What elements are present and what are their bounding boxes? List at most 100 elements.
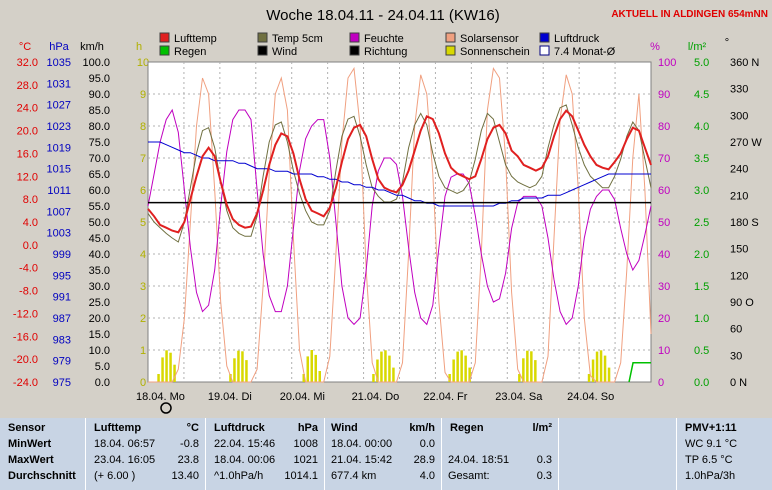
table-col-wind: Wind km/h 18.04. 00:00 0.0 21.04. 15:42 …: [324, 418, 441, 490]
x-axis-label: 23.04. Sa: [495, 391, 543, 403]
x-axis-label: 18.04. Mo: [136, 391, 185, 403]
sunshine-bar: [157, 374, 160, 382]
hours-axis-tick: 3: [140, 281, 146, 293]
header-luftdruck: Luftdruck: [214, 422, 265, 434]
rg-avg-val: 0.3: [536, 470, 552, 482]
table-col-luftdruck: Luftdruck hPa 22.04. 15:46 1008 18.04. 0…: [205, 418, 324, 490]
wind-axis-tick: 80.0: [89, 121, 110, 133]
sunshine-bar: [460, 350, 463, 382]
wind-axis-tick: 45.0: [89, 233, 110, 245]
temp-axis-tick: 16.0: [17, 148, 38, 160]
table-col-pmv: PMV+1:11 WC 9.1 °C TP 6.5 °C 1.0hPa/3h: [676, 418, 772, 490]
sunshine-bar: [530, 351, 533, 382]
humidity-axis-tick: 40: [658, 249, 670, 261]
sunshine-bar: [392, 367, 395, 382]
pmv-row-1: WC 9.1 °C: [685, 438, 738, 450]
sunshine-bar: [591, 359, 595, 382]
lt-avg-val: 13.40: [171, 470, 199, 482]
pressure-axis-tick: 983: [53, 334, 71, 346]
legend-swatch-regen: [159, 45, 170, 56]
rg-max-val: 0.3: [536, 454, 552, 466]
ld-min-time: 22.04. 15:46: [214, 438, 276, 450]
wind-axis-tick: 95.0: [89, 73, 110, 85]
sunshine-bar: [448, 374, 451, 382]
wd-avg-val: 4.0: [419, 470, 435, 482]
legend: Lufttemp Temp 5cm Feuchte Solarsensor Luftdr…: [159, 32, 616, 58]
rain-axis-tick: 5.0: [694, 57, 709, 69]
x-axis-label: 22.04. Fr: [423, 391, 467, 403]
x-axis-label: 24.04. So: [567, 391, 614, 403]
pressure-axis-tick: 987: [53, 313, 71, 325]
sunshine-bar: [384, 350, 387, 382]
header-regen-unit: l/m²: [532, 422, 552, 434]
direction-axis-tick: 180 S: [730, 217, 759, 229]
direction-axis-tick: 60: [730, 324, 742, 336]
legend-label-sonnenschein: Sonnenschein: [460, 46, 530, 58]
ld-max-time: 18.04. 00:06: [214, 454, 276, 466]
hours-axis-unit: h: [136, 41, 142, 53]
temp-axis-tick: 12.0: [17, 171, 38, 183]
pressure-axis-tick: 995: [53, 270, 71, 282]
temp-axis-tick: -16.0: [13, 331, 38, 343]
humidity-axis-tick: 80: [658, 121, 670, 133]
legend-label-solarsensor: Solarsensor: [460, 33, 519, 45]
pressure-axis-tick: 1031: [47, 78, 71, 90]
rain-axis-tick: 1.0: [694, 313, 709, 325]
temp-axis-tick: -20.0: [13, 354, 38, 366]
direction-axis-tick: 90 O: [730, 297, 754, 309]
temp5cm-line: [147, 104, 652, 243]
hours-axis-tick: 7: [140, 153, 146, 165]
lufttemp-line: [147, 109, 652, 234]
wind-axis-tick: 90.0: [89, 89, 110, 101]
humidity-axis-tick: 60: [658, 185, 670, 197]
rain-axis-tick: 2.0: [694, 249, 709, 261]
pressure-axis-tick: 1015: [47, 164, 71, 176]
x-axis-labels: 18.04. Mo 19.04. Di 20.04. Mi 21.04. Do 22.0…: [136, 391, 614, 403]
rg-max-time: 24.04. 18:51: [448, 454, 510, 466]
wind-axis-tick: 5.0: [95, 361, 110, 373]
wd-max-val: 28.9: [413, 454, 435, 466]
x-axis-label: 21.04. Do: [352, 391, 400, 403]
sunshine-bar: [599, 350, 603, 382]
sunshine-bar: [314, 354, 317, 382]
temp-axis-tick: 24.0: [17, 103, 38, 115]
row-label-avg: Durchschnitt: [8, 470, 76, 482]
time-marker[interactable]: [160, 402, 172, 414]
legend-label-lufttemp: Lufttemp: [174, 33, 217, 45]
sunshine-bar: [306, 356, 309, 382]
pressure-axis-tick: 999: [53, 249, 71, 261]
wind-axis-tick: 10.0: [89, 345, 110, 357]
sunshine-bar: [595, 351, 599, 382]
temp-axis-tick: -4.0: [19, 263, 38, 275]
pmv-row-2: TP 6.5 °C: [685, 454, 733, 466]
wind-axis-tick: 40.0: [89, 249, 110, 261]
sunshine-bar: [302, 374, 305, 382]
rain-axis-tick: 2.5: [694, 217, 709, 229]
sunshine-bar: [241, 351, 244, 382]
legend-label-richtung: Richtung: [364, 46, 407, 58]
humidity-axis-tick: 90: [658, 89, 670, 101]
humidity-axis-tick: 100: [658, 57, 676, 69]
legend-swatch-sonnenschein: [445, 45, 456, 56]
hours-axis-tick: 9: [140, 89, 146, 101]
legend-label-regen: Regen: [174, 46, 206, 58]
legend-swatch-monat: [539, 45, 550, 56]
sunshine-bar: [173, 364, 176, 382]
hours-axis-tick: 8: [140, 121, 146, 133]
sunshine-bar: [237, 350, 240, 382]
table-col-blank: [558, 418, 676, 490]
wind-axis-tick: 30.0: [89, 281, 110, 293]
hours-axis-tick: 2: [140, 313, 146, 325]
sunshine-bar: [468, 367, 471, 382]
temp-axis-tick: 0.0: [23, 240, 38, 252]
axis-headers: °C hPa km/h h % l/m² °: [19, 37, 729, 53]
sunshine-bar: [526, 350, 529, 382]
sunshine-bar: [587, 374, 591, 382]
direction-axis-tick: 30: [730, 350, 742, 362]
wind-axis-tick: 100.0: [82, 57, 110, 69]
sunshine-bar: [233, 358, 236, 382]
axes: 32.028.024.020.016.012.08.04.00.0-4.0-8.…: [13, 57, 762, 389]
wind-axis-tick: 35.0: [89, 265, 110, 277]
ld-avg-val: 1014.1: [284, 470, 318, 482]
legend-swatch-richtung: [349, 45, 360, 56]
